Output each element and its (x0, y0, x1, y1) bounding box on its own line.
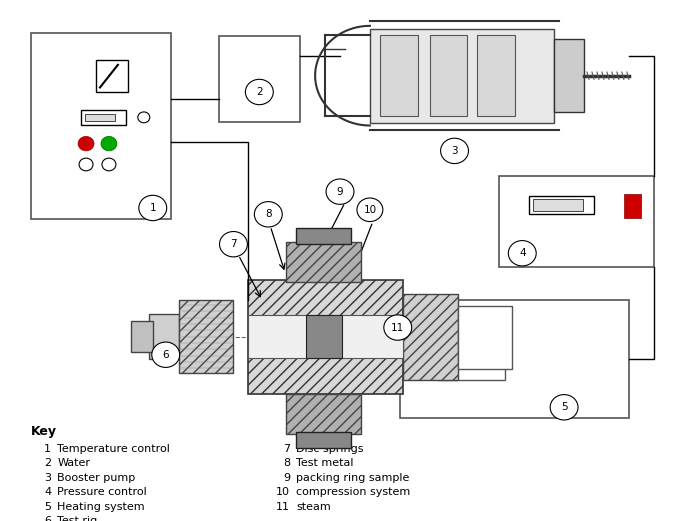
Bar (131, 321, 153, 352)
Bar (306, 315, 342, 358)
Text: Booster pump: Booster pump (57, 473, 135, 482)
Circle shape (508, 241, 536, 266)
Bar (458, 306, 512, 369)
Bar (286, 394, 361, 433)
Text: 4: 4 (44, 487, 51, 497)
Circle shape (245, 79, 273, 105)
Text: 3: 3 (44, 473, 51, 482)
Bar (533, 199, 583, 210)
Bar (219, 36, 300, 122)
Bar (286, 242, 361, 282)
Text: 2: 2 (256, 87, 263, 97)
Bar (499, 176, 654, 267)
Text: 10: 10 (276, 487, 290, 497)
Text: 10: 10 (363, 205, 376, 215)
Text: Test rig: Test rig (57, 516, 98, 521)
Bar (249, 315, 403, 358)
Circle shape (152, 342, 180, 367)
Text: 4: 4 (519, 249, 526, 258)
Text: 3: 3 (451, 146, 458, 156)
Circle shape (357, 198, 383, 221)
Text: Test metal: Test metal (296, 458, 354, 468)
Text: Pressure control: Pressure control (57, 487, 147, 497)
Bar (403, 294, 458, 380)
Text: 6: 6 (44, 516, 51, 521)
Text: 7: 7 (283, 443, 290, 453)
Text: 1: 1 (150, 203, 156, 213)
Text: 7: 7 (230, 239, 237, 249)
Bar (85, 114, 115, 121)
Bar (149, 314, 179, 359)
Text: steam: steam (296, 502, 331, 512)
Text: Heating system: Heating system (57, 502, 145, 512)
Bar (296, 228, 351, 244)
Text: 5: 5 (561, 402, 568, 412)
Circle shape (441, 138, 469, 164)
Circle shape (101, 137, 117, 151)
Bar (179, 301, 234, 373)
Circle shape (78, 137, 94, 151)
Bar (96, 60, 128, 92)
Text: 11: 11 (276, 502, 290, 512)
Bar (529, 196, 594, 214)
Circle shape (79, 158, 93, 171)
Text: 8: 8 (265, 209, 272, 219)
Text: Key: Key (31, 426, 57, 438)
Circle shape (550, 394, 578, 420)
Bar (31, 33, 171, 219)
Bar (249, 280, 403, 394)
Circle shape (254, 202, 282, 227)
Text: 6: 6 (163, 350, 169, 359)
Bar (438, 326, 505, 380)
Text: 11: 11 (391, 322, 404, 332)
Text: 2: 2 (44, 458, 51, 468)
Circle shape (384, 315, 412, 340)
Circle shape (102, 158, 116, 171)
Text: 5: 5 (44, 502, 51, 512)
Circle shape (139, 195, 167, 221)
Text: Disc springs: Disc springs (296, 443, 363, 453)
Bar (624, 194, 641, 218)
Text: 1: 1 (44, 443, 51, 453)
Circle shape (138, 112, 150, 123)
Text: Temperature control: Temperature control (57, 443, 170, 453)
Bar (81, 110, 126, 125)
Text: packing ring sample: packing ring sample (296, 473, 410, 482)
Text: 9: 9 (283, 473, 290, 482)
Bar (430, 35, 467, 117)
Bar (380, 35, 418, 117)
Circle shape (219, 231, 247, 257)
Text: 8: 8 (283, 458, 290, 468)
Bar (370, 29, 554, 123)
Bar (554, 40, 584, 112)
Text: 9: 9 (337, 187, 344, 196)
Circle shape (326, 179, 354, 204)
Bar (477, 35, 515, 117)
Text: compression system: compression system (296, 487, 410, 497)
Bar (400, 301, 629, 418)
Text: Water: Water (57, 458, 90, 468)
Bar (296, 432, 351, 448)
